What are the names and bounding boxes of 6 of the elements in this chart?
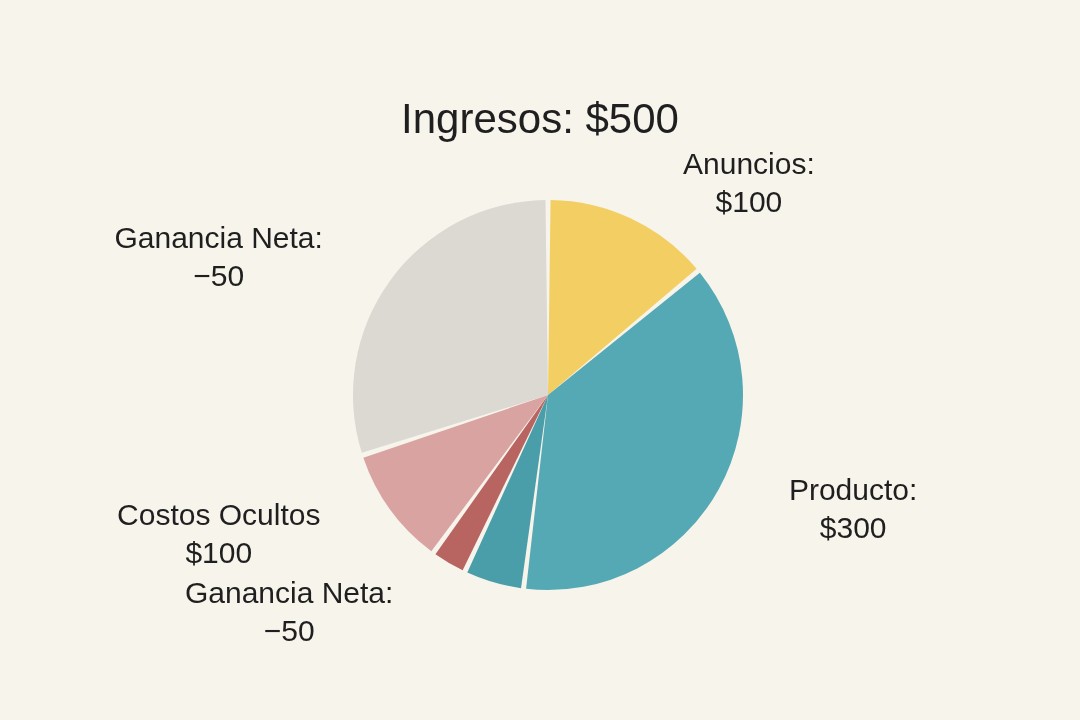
slice-label: Ganancia Neta: −50 — [184, 575, 394, 647]
slice-label: Costos Ocultos $100 — [117, 497, 321, 569]
slice-label: Ganancia Neta: −50 — [114, 221, 323, 293]
chart-title: Ingresos: $500 — [401, 94, 679, 142]
slice-label: Producto: $300 — [788, 472, 918, 544]
slice-label: Anuncios: $100 — [683, 146, 815, 218]
